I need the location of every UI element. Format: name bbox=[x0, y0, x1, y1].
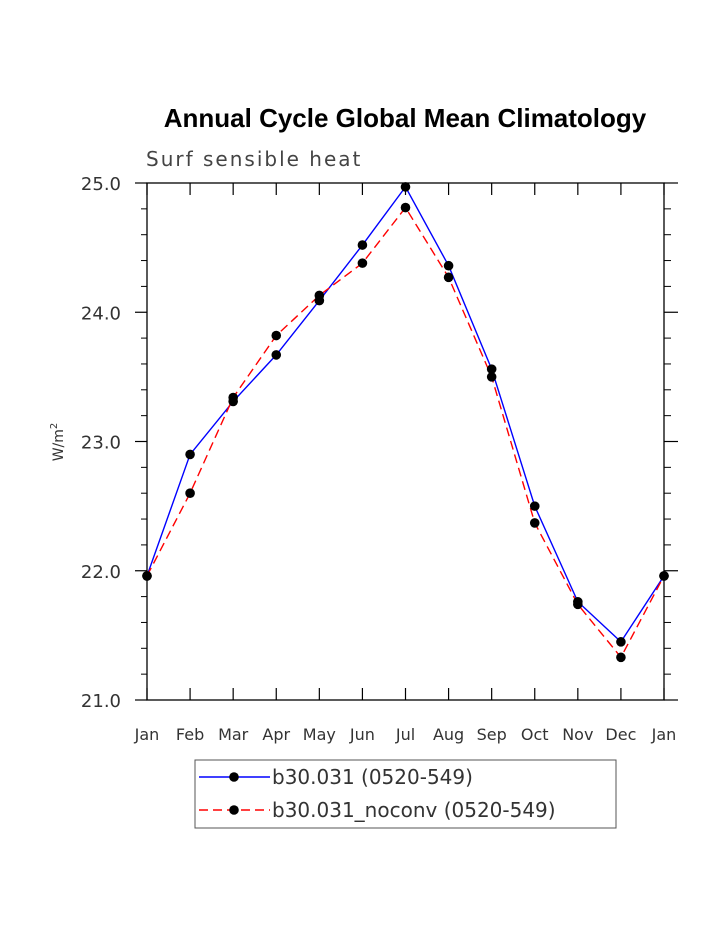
series-1-point bbox=[486, 364, 497, 374]
x-tick-label: Mar bbox=[218, 725, 249, 744]
series-line-1 bbox=[146, 185, 665, 643]
y-tick-label: 21.0 bbox=[81, 691, 121, 712]
series-2-point bbox=[271, 330, 282, 341]
x-tick-label: Jan bbox=[651, 725, 677, 744]
series-1-point bbox=[271, 350, 282, 360]
series-2-point bbox=[486, 372, 497, 382]
series-1-point bbox=[616, 637, 626, 647]
legend-box bbox=[194, 759, 617, 829]
series-1-point bbox=[400, 182, 411, 192]
chart-title: Annual Cycle Global Mean Climatology bbox=[164, 103, 647, 133]
series-2-point bbox=[357, 258, 368, 268]
x-tick-label: Oct bbox=[521, 725, 549, 744]
series-2-point bbox=[616, 652, 626, 663]
x-tick-label: Aug bbox=[433, 725, 464, 744]
series-2-point bbox=[142, 571, 152, 581]
series-2-point bbox=[573, 599, 583, 610]
series-1-point bbox=[443, 260, 454, 271]
series-2-point bbox=[529, 518, 540, 528]
legend-label-1: b30.031 (0520-549) bbox=[272, 765, 473, 789]
series-1-point bbox=[529, 501, 540, 511]
y-tick-label: 23.0 bbox=[81, 433, 121, 454]
series-2-point bbox=[443, 272, 454, 283]
x-tick-label: Sep bbox=[477, 725, 507, 744]
series-line-2 bbox=[146, 206, 665, 659]
series-2-point bbox=[400, 202, 411, 213]
axis-ticks bbox=[135, 182, 678, 701]
x-tick-label: Jan bbox=[134, 725, 160, 744]
plot-frame bbox=[146, 182, 665, 701]
x-tick-label: Nov bbox=[562, 725, 593, 744]
x-tick-label: Feb bbox=[176, 725, 204, 744]
chart-subtitle: Surf sensible heat bbox=[146, 147, 362, 171]
x-tick-label: Jun bbox=[349, 725, 375, 744]
series-2-point bbox=[228, 392, 238, 403]
series-2-point bbox=[185, 488, 195, 499]
series-1-point bbox=[357, 240, 368, 250]
legend-marker-2 bbox=[229, 805, 239, 815]
tick-labels: Jan Feb Mar Apr May Jun Jul Aug Sep Oct Nov Dec Jan 2… bbox=[81, 174, 676, 744]
x-tick-label: Dec bbox=[605, 725, 636, 744]
y-tick-label: 22.0 bbox=[81, 562, 121, 583]
y-tick-label: 25.0 bbox=[81, 174, 121, 195]
legend: b30.031 (0520-549) b30.031_noconv (0520-5… bbox=[194, 759, 617, 829]
series-2-point bbox=[659, 571, 669, 581]
y-axis-label: W/m2 bbox=[49, 423, 67, 462]
x-tick-label: Jul bbox=[395, 725, 415, 744]
x-tick-label: May bbox=[303, 725, 336, 744]
legend-label-2: b30.031_noconv (0520-549) bbox=[272, 798, 556, 822]
series-2-point bbox=[314, 290, 325, 301]
legend-marker-1 bbox=[229, 772, 239, 782]
series-layer bbox=[142, 182, 669, 663]
series-1-point bbox=[185, 449, 195, 460]
x-tick-label: Apr bbox=[262, 725, 290, 744]
y-tick-label: 24.0 bbox=[81, 303, 121, 324]
